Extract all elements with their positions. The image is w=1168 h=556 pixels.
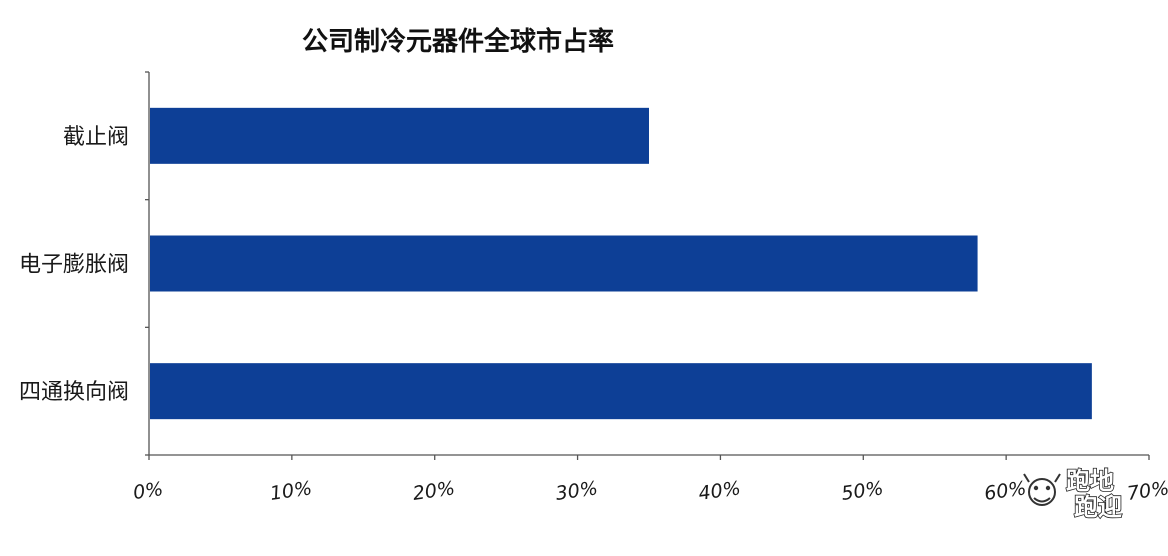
bar-2 xyxy=(150,235,978,292)
category-label: 截止阀 xyxy=(63,125,129,150)
bar-3 xyxy=(150,363,1092,420)
chart-title: 公司制冷元器件全球市占率 xyxy=(302,26,614,57)
watermark-logo-icon xyxy=(1023,473,1061,506)
watermark-text-top: 跑地 xyxy=(1066,467,1114,495)
x-tick-label: 10% xyxy=(269,477,314,505)
x-tick-label: 20% xyxy=(411,477,456,505)
category-label: 电子膨胀阀 xyxy=(19,253,129,278)
x-tick-label: 0% xyxy=(132,478,165,504)
bar-1 xyxy=(150,107,649,164)
x-tick-label: 70% xyxy=(1126,477,1168,505)
watermark-text-bottom: 跑迎 xyxy=(1074,493,1122,521)
bars xyxy=(150,107,1092,420)
x-tick-label: 30% xyxy=(554,477,599,505)
x-tick-labels: 0% 10% 20% 30% 40% 50% 60% 70% xyxy=(132,477,1168,505)
x-tick-label: 40% xyxy=(697,477,742,505)
chart-axes xyxy=(145,71,1150,460)
x-tick-label: 50% xyxy=(840,477,885,505)
x-tick-label: 60% xyxy=(983,477,1028,505)
watermark: 跑地 跑迎 xyxy=(1023,466,1123,522)
category-label: 四通换向阀 xyxy=(19,380,129,405)
